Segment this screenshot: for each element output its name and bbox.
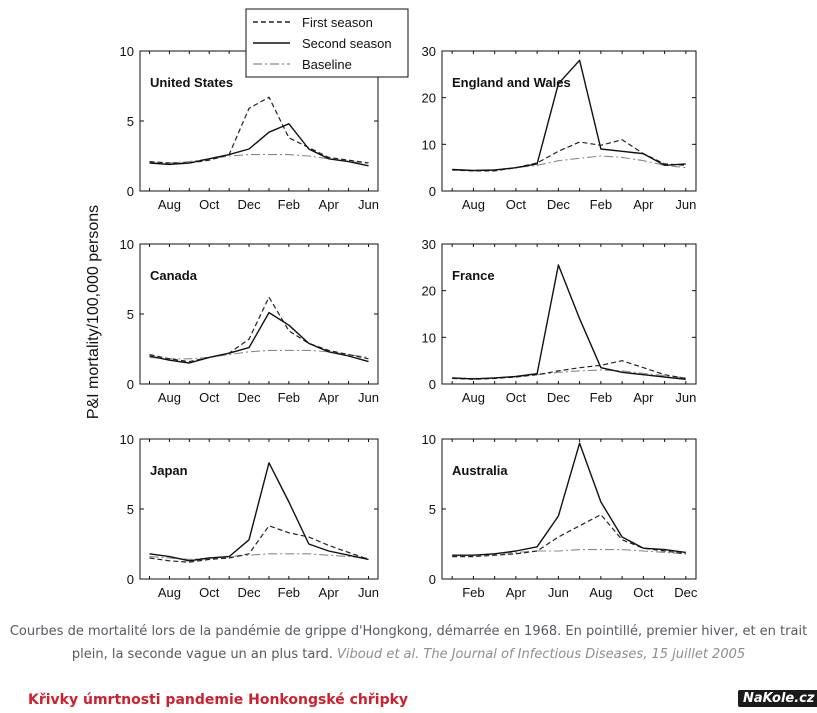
panel-england-and-wales: 0 10 20 30 Aug Oct Dec Feb Apr Jun England and Wal… [422, 44, 697, 212]
x-tick-label-dec: Dec [237, 585, 261, 600]
x-tick-label-oct: Oct [506, 390, 527, 405]
x-tick-label-feb: Feb [278, 197, 300, 212]
y-tick-label: 5 [127, 307, 134, 322]
y-tick-label: 20 [422, 91, 436, 106]
series-line-baseline [452, 369, 686, 379]
panel-title: United States [150, 75, 233, 90]
legend-label-baseline: Baseline [302, 57, 352, 72]
x-tick-label-jun: Jun [548, 585, 569, 600]
x-tick-label-oct: Oct [633, 585, 654, 600]
legend-label-second-season: Second season [302, 36, 392, 51]
x-tick-label-feb: Feb [590, 390, 612, 405]
x-tick-label-jun: Jun [675, 197, 696, 212]
y-tick-label: 30 [422, 44, 436, 59]
y-tick-label: 5 [429, 502, 436, 517]
x-tick-label-dec: Dec [674, 585, 698, 600]
x-tick-label-dec: Dec [547, 390, 571, 405]
panel-frame [441, 50, 697, 192]
panel-title: Australia [452, 463, 508, 478]
x-tick-label-jun: Jun [358, 197, 379, 212]
y-tick-label: 20 [422, 284, 436, 299]
x-tick-label-dec: Dec [237, 197, 261, 212]
panel-canada: 0 5 10 Aug Oct Dec Feb Apr Jun Canada [120, 237, 379, 405]
series-line-first-season [452, 360, 686, 380]
y-tick-label: 0 [429, 184, 436, 199]
x-tick-label-jun: Jun [358, 390, 379, 405]
series-line-second-season [149, 462, 369, 562]
y-tick-label: 10 [120, 237, 134, 252]
panel-japan: 0 5 10 Aug Oct Dec Feb Apr Jun Japan [120, 432, 379, 600]
series-line-second-season [452, 59, 686, 172]
x-tick-label-oct: Oct [199, 390, 220, 405]
caption-text: Courbes de mortalité lors de la pandémie… [9, 624, 808, 662]
x-tick-label-apr: Apr [633, 390, 654, 405]
panel-australia: 0 5 10 Feb Apr Jun Aug Oct Dec Australia [422, 432, 698, 600]
x-tick-label-feb: Feb [278, 390, 300, 405]
series-line-second-season [149, 123, 369, 167]
y-tick-label: 0 [127, 184, 134, 199]
series-line-first-season [149, 296, 369, 363]
series-line-baseline [149, 553, 369, 560]
x-tick-label-aug: Aug [158, 585, 181, 600]
panel-united-states: 0 5 10 Aug Oct Dec Feb Apr Jun United States [120, 44, 379, 212]
x-tick-label-feb: Feb [462, 585, 484, 600]
x-tick-label-apr: Apr [633, 197, 654, 212]
legend-label-first-season: First season [302, 15, 373, 30]
watermark-logo: NaKole.cz [738, 690, 817, 707]
x-tick-label-jun: Jun [675, 390, 696, 405]
x-tick-label-aug: Aug [158, 197, 181, 212]
y-tick-label: 0 [127, 572, 134, 587]
series-line-first-season [452, 139, 686, 172]
x-tick-label-dec: Dec [547, 197, 571, 212]
panel-frame [441, 243, 697, 385]
y-tick-label: 0 [127, 377, 134, 392]
y-tick-label: 5 [127, 502, 134, 517]
x-tick-label-apr: Apr [319, 197, 340, 212]
series-line-first-season [452, 513, 686, 558]
y-tick-label: 30 [422, 237, 436, 252]
y-tick-label: 10 [422, 432, 436, 447]
x-tick-label-aug: Aug [462, 390, 485, 405]
x-tick-label-oct: Oct [199, 197, 220, 212]
series-line-second-season [452, 264, 686, 380]
series-line-first-season [149, 525, 369, 563]
series-line-second-season [149, 311, 369, 364]
panel-title: France [452, 268, 495, 283]
mortality-figure: P&I mortality/100,000 persons 0 5 10 Aug Oct… [85, 8, 698, 600]
y-axis-label: P&I mortality/100,000 persons [85, 205, 102, 419]
panel-frame [139, 243, 379, 385]
panel-title: Japan [150, 463, 188, 478]
x-tick-label-oct: Oct [199, 585, 220, 600]
y-tick-label: 10 [120, 44, 134, 59]
y-tick-label: 0 [429, 572, 436, 587]
panel-france: 0 10 20 30 Aug Oct Dec Feb Apr Jun France [422, 237, 697, 405]
y-tick-label: 0 [429, 377, 436, 392]
czech-subtitle: Křivky úmrtnosti pandemie Honkongské chř… [28, 692, 409, 708]
legend: First season Second season Baseline [245, 8, 409, 78]
x-tick-label-feb: Feb [590, 197, 612, 212]
x-tick-label-oct: Oct [506, 197, 527, 212]
x-tick-label-apr: Apr [319, 390, 340, 405]
y-tick-label: 10 [120, 432, 134, 447]
x-tick-label-feb: Feb [278, 585, 300, 600]
figure-caption: Courbes de mortalité lors de la pandémie… [0, 620, 817, 666]
x-tick-label-apr: Apr [506, 585, 527, 600]
y-tick-label: 10 [422, 137, 436, 152]
y-tick-label: 5 [127, 114, 134, 129]
panel-title: England and Wales [452, 75, 571, 90]
x-tick-label-aug: Aug [462, 197, 485, 212]
x-tick-label-dec: Dec [237, 390, 261, 405]
x-tick-label-jun: Jun [358, 585, 379, 600]
chart-panels: 0 5 10 Aug Oct Dec Feb Apr Jun United States 0 10 20… [120, 44, 698, 600]
x-tick-label-aug: Aug [589, 585, 612, 600]
y-tick-label: 10 [422, 330, 436, 345]
series-line-second-season [452, 442, 686, 556]
panel-title: Canada [150, 268, 198, 283]
series-line-first-season [149, 96, 369, 164]
x-tick-label-apr: Apr [319, 585, 340, 600]
panel-frame [441, 438, 697, 580]
x-tick-label-aug: Aug [158, 390, 181, 405]
caption-citation: Viboud et al. The Journal of Infectious … [336, 647, 746, 662]
